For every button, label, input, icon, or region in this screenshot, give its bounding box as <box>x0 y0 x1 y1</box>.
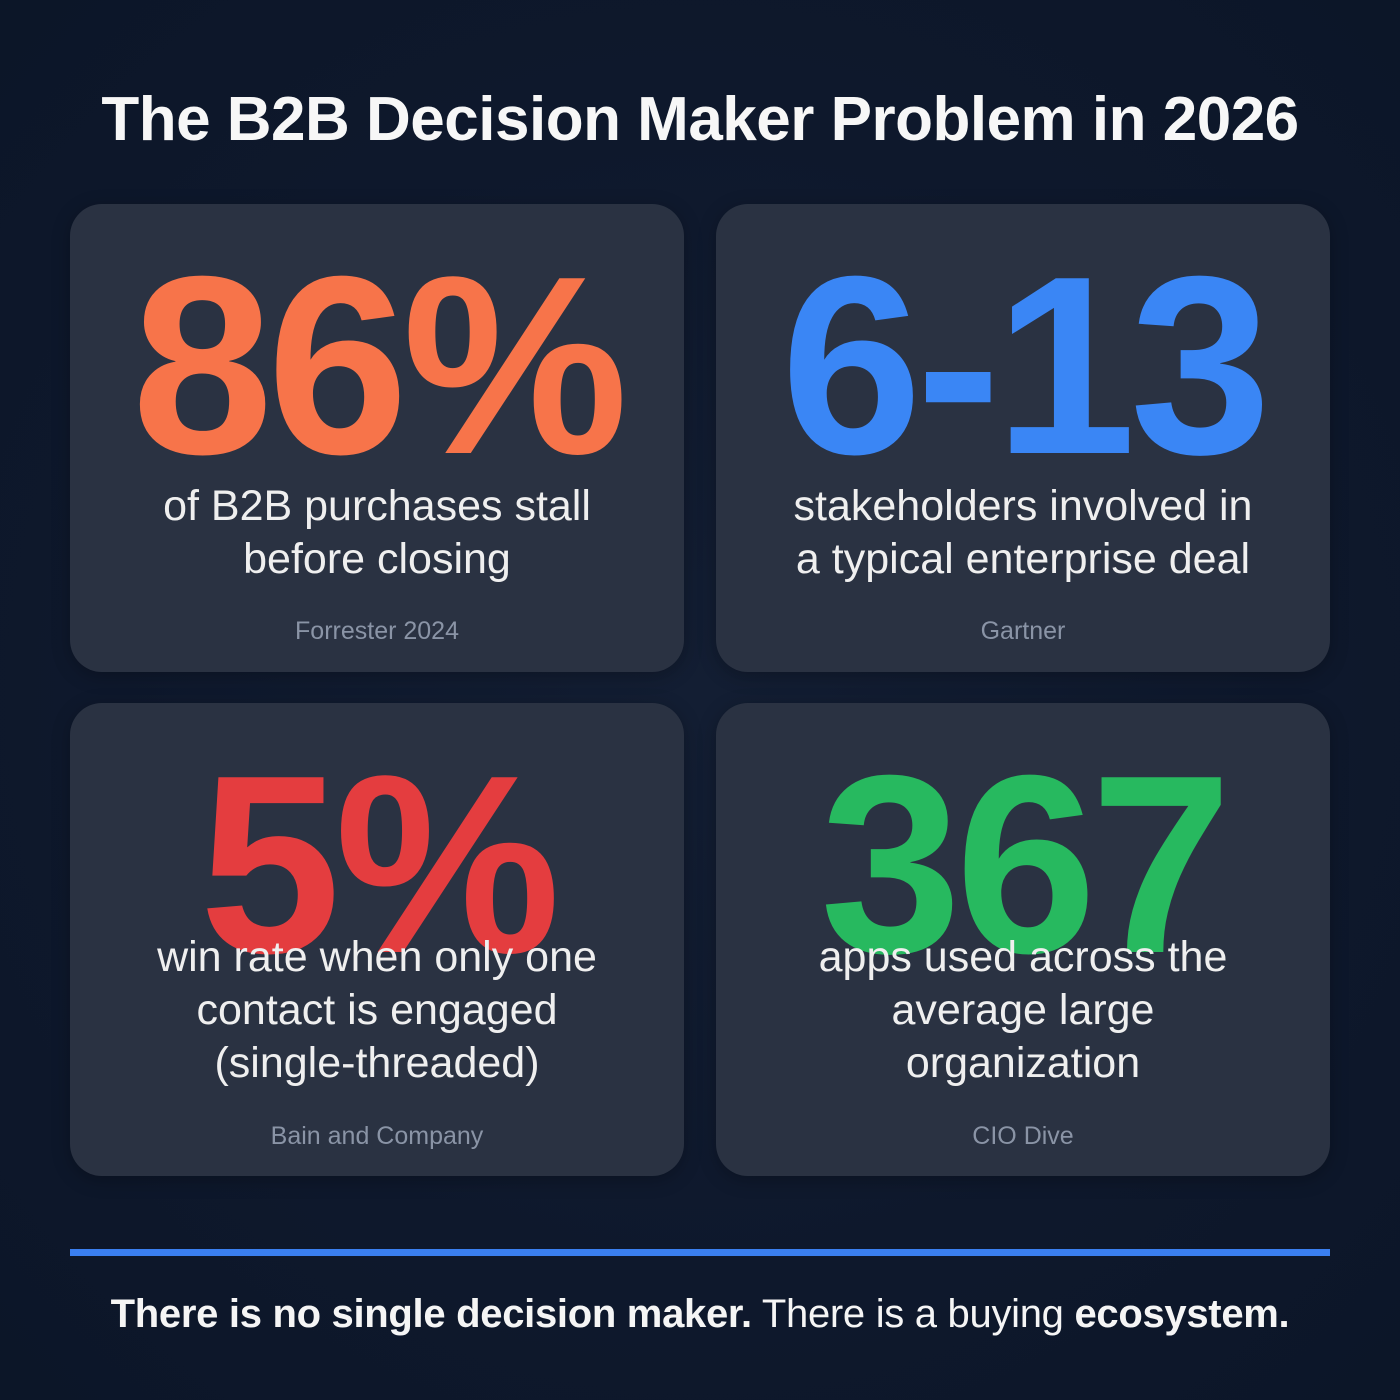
stat-description: stakeholders involved in a typical enter… <box>736 480 1310 586</box>
stat-source: Gartner <box>980 617 1066 645</box>
stat-card-stalled-purchases: 86% of B2B purchases stall before closin… <box>70 204 684 672</box>
stat-value: 86% <box>131 223 628 507</box>
tagline-bold-end: ecosystem. <box>1074 1292 1290 1336</box>
tagline-regular: There is a buying <box>751 1292 1075 1336</box>
stat-description: apps used across the average large organ… <box>736 931 1310 1090</box>
description-line: a typical enterprise deal <box>795 535 1251 583</box>
description-line: (single-threaded) <box>214 1039 540 1087</box>
footer-tagline: There is no single decision maker. There… <box>0 1290 1400 1338</box>
accent-divider <box>70 1249 1330 1256</box>
description-line: of B2B purchases stall <box>163 482 591 530</box>
stat-card-stakeholders: 6-13 stakeholders involved in a typical … <box>716 204 1330 672</box>
description-line: average large <box>891 986 1155 1034</box>
stat-card-apps-used: 367 apps used across the average large o… <box>716 703 1330 1176</box>
stat-source: Forrester 2024 <box>295 617 459 645</box>
stat-description: win rate when only one contact is engage… <box>90 931 664 1090</box>
description-line: contact is engaged <box>196 986 558 1034</box>
stat-card-win-rate: 5% win rate when only one contact is eng… <box>70 703 684 1176</box>
description-line: win rate when only one <box>157 933 597 981</box>
stat-source: CIO Dive <box>972 1122 1074 1150</box>
description-line: organization <box>905 1039 1141 1087</box>
stat-value: 6-13 <box>780 223 1271 507</box>
description-line: apps used across the <box>818 933 1228 981</box>
description-line: before closing <box>243 535 511 583</box>
tagline-bold-lead: There is no single decision maker. <box>110 1292 752 1336</box>
stat-value: 5% <box>199 722 560 1006</box>
description-line: stakeholders involved in <box>793 482 1253 530</box>
stat-source: Bain and Company <box>270 1122 484 1150</box>
stat-description: of B2B purchases stall before closing <box>90 480 664 586</box>
stat-value: 367 <box>820 722 1232 1006</box>
page-title: The B2B Decision Maker Problem in 2026 <box>101 85 1299 154</box>
